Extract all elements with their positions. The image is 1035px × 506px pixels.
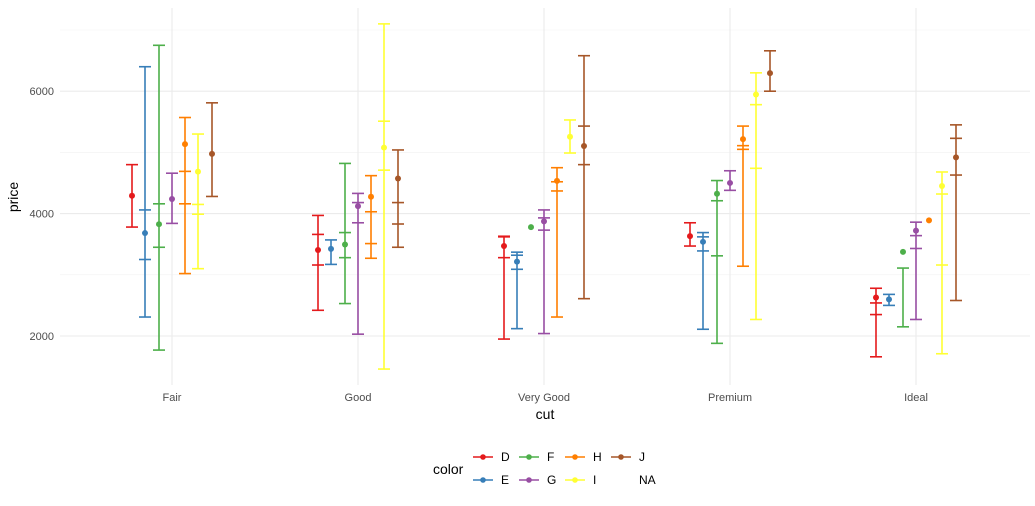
legend-label: H — [593, 450, 602, 464]
legend-label: I — [593, 473, 596, 487]
mean-point — [541, 218, 547, 225]
series-F — [153, 44, 909, 351]
mean-point — [714, 190, 720, 197]
legend-label: NA — [639, 473, 656, 487]
mean-point — [395, 175, 401, 182]
legend-item: H — [565, 450, 602, 464]
legend-item: G — [519, 473, 556, 487]
mean-point — [554, 177, 560, 184]
mean-point — [528, 224, 534, 231]
mean-point — [926, 217, 932, 224]
grid — [60, 8, 1030, 385]
legend: color DE FG HI J NA — [433, 450, 656, 487]
mean-point — [169, 195, 175, 202]
mean-point — [129, 192, 135, 199]
legend-title: color — [433, 461, 464, 477]
mean-point — [381, 144, 387, 151]
legend-key-point — [480, 477, 486, 483]
legend-label: G — [547, 473, 556, 487]
mean-point — [315, 247, 321, 254]
y-tick-label: 2000 — [30, 331, 54, 343]
legend-item: I — [565, 473, 596, 487]
legend-key-point — [572, 477, 578, 483]
mean-point — [740, 136, 746, 143]
mean-point — [142, 230, 148, 237]
x-tick-label: Very Good — [518, 392, 570, 404]
mean-point — [753, 91, 759, 98]
x-tick-label: Premium — [708, 392, 752, 404]
series-J — [206, 50, 962, 302]
mean-point — [727, 179, 733, 186]
legend-item: F — [519, 450, 554, 464]
x-tick-label: Good — [345, 392, 372, 404]
mean-point — [953, 154, 959, 161]
legend-key-point — [526, 454, 532, 460]
mean-point — [368, 193, 374, 200]
mean-point — [913, 227, 919, 234]
mean-point — [900, 248, 906, 255]
y-tick-label: 6000 — [30, 86, 54, 98]
x-axis-title: cut — [536, 406, 555, 422]
mean-point — [342, 241, 348, 248]
x-tick-label: Ideal — [904, 392, 928, 404]
mean-point — [687, 233, 693, 240]
legend-label: F — [547, 450, 554, 464]
x-axis-ticks: Fair Good Very Good Premium Ideal — [163, 392, 928, 404]
legend-item: D — [473, 450, 510, 464]
mean-point — [873, 294, 879, 301]
legend-key-point — [526, 477, 532, 483]
mean-point — [209, 150, 215, 157]
legend-key-point — [618, 454, 624, 460]
mean-point — [514, 258, 520, 265]
mean-point — [700, 238, 706, 245]
legend-label: J — [639, 450, 645, 464]
legend-item: NA — [639, 473, 656, 487]
mean-point — [501, 243, 507, 250]
mean-point — [355, 203, 361, 210]
mean-point — [581, 143, 587, 150]
series-I — [192, 23, 948, 370]
mean-point — [156, 221, 162, 228]
plot-marks — [126, 23, 962, 370]
y-tick-label: 4000 — [30, 209, 54, 221]
mean-point — [767, 70, 773, 77]
mean-point — [182, 141, 188, 148]
series-H — [179, 116, 932, 318]
mean-point — [567, 133, 573, 140]
mean-point — [195, 168, 201, 175]
y-axis-title: price — [5, 182, 21, 213]
legend-key-point — [572, 454, 578, 460]
legend-key-point — [480, 454, 486, 460]
series-D — [126, 163, 882, 358]
legend-item: E — [473, 473, 509, 487]
x-tick-label: Fair — [163, 392, 182, 404]
mean-point — [328, 245, 334, 252]
legend-label: D — [501, 450, 510, 464]
legend-label: E — [501, 473, 509, 487]
y-axis-ticks: 2000 4000 6000 — [30, 86, 54, 343]
mean-point — [886, 296, 892, 303]
legend-item: J — [611, 450, 645, 464]
series-G — [166, 169, 922, 335]
mean-point — [939, 182, 945, 189]
series-E — [139, 65, 895, 331]
